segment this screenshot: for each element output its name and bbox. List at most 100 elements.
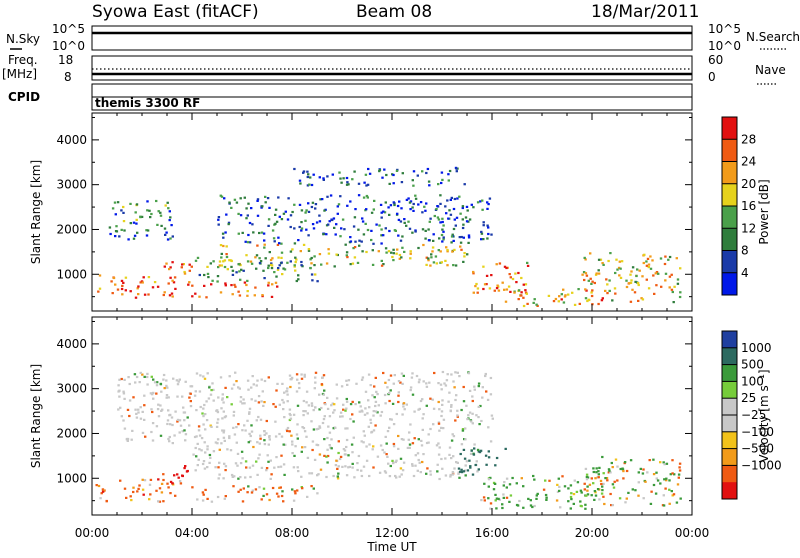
data-cell <box>211 382 214 385</box>
data-cell <box>368 474 371 478</box>
data-cell <box>98 274 102 277</box>
data-cell <box>118 395 121 398</box>
data-cell <box>227 221 231 224</box>
data-cell <box>226 448 229 451</box>
data-cell <box>307 248 311 251</box>
data-cell <box>636 268 639 271</box>
data-cell <box>599 258 603 261</box>
data-cell <box>483 499 486 502</box>
data-cell <box>461 428 465 431</box>
data-cell <box>128 414 131 418</box>
data-cell <box>280 251 284 254</box>
data-cell <box>276 382 279 385</box>
data-cell <box>137 408 140 411</box>
data-cell <box>494 493 497 496</box>
data-cell <box>446 373 449 376</box>
data-cell <box>535 303 538 306</box>
data-cell <box>584 297 588 300</box>
data-cell <box>324 403 327 406</box>
data-cell <box>150 408 153 411</box>
data-cell <box>442 238 445 241</box>
data-cell <box>439 221 442 224</box>
data-cell <box>275 456 278 459</box>
data-cell <box>315 443 318 446</box>
data-cell <box>599 479 603 482</box>
data-cell <box>427 239 431 242</box>
data-cell <box>166 386 169 389</box>
data-cell <box>533 504 536 508</box>
data-cell <box>425 385 429 388</box>
data-cell <box>403 408 406 411</box>
data-cell <box>472 291 475 294</box>
data-cell <box>323 454 326 457</box>
data-cell <box>171 482 174 485</box>
data-cell <box>458 195 461 198</box>
data-cell <box>146 383 149 386</box>
data-cell <box>339 195 342 198</box>
data-cell <box>395 169 399 172</box>
beam-title: Beam 08 <box>356 2 432 22</box>
data-cell <box>644 480 647 483</box>
colorbar-tick-label: −25 <box>741 408 766 422</box>
colorbar-tick-label: 500 <box>741 358 764 372</box>
data-cell <box>463 457 467 460</box>
data-cell <box>473 443 476 446</box>
data-cell <box>120 287 124 291</box>
data-cell <box>416 174 419 177</box>
data-cell <box>139 371 142 374</box>
data-cell <box>349 403 353 406</box>
data-cell <box>411 231 414 234</box>
data-cell <box>337 203 341 206</box>
data-cell <box>224 495 227 498</box>
data-cell <box>325 233 328 236</box>
data-cell <box>333 226 336 229</box>
data-cell <box>586 493 590 496</box>
data-cell <box>243 196 246 199</box>
data-cell <box>219 244 223 247</box>
data-cell <box>300 260 303 264</box>
data-cell <box>351 178 354 181</box>
data-cell <box>289 414 292 417</box>
data-cell <box>360 440 363 443</box>
data-cell <box>221 429 224 432</box>
data-cell <box>289 417 293 420</box>
data-cell <box>228 201 231 204</box>
data-cell <box>343 449 347 452</box>
data-cell <box>214 441 218 444</box>
data-cell <box>432 233 435 236</box>
data-cell <box>365 208 368 211</box>
data-cell <box>421 460 424 464</box>
data-cell <box>547 294 551 297</box>
data-cell <box>677 476 680 479</box>
data-cell <box>364 390 368 393</box>
data-cell <box>143 418 146 421</box>
data-cell <box>283 416 286 419</box>
data-cell <box>384 227 387 230</box>
data-cell <box>170 224 173 227</box>
data-cell <box>427 433 430 436</box>
data-cell <box>507 285 511 288</box>
data-cell <box>642 497 645 500</box>
nsky-tick-top: 10^5 <box>52 22 85 36</box>
data-cell <box>307 210 311 213</box>
data-cell <box>265 469 268 472</box>
data-cell <box>399 457 403 460</box>
data-cell <box>267 264 270 267</box>
data-cell <box>422 413 425 416</box>
data-cell <box>668 488 671 491</box>
data-cell <box>520 276 523 280</box>
data-cell <box>293 242 297 245</box>
data-cell <box>400 181 404 184</box>
data-cell <box>207 397 211 400</box>
data-cell <box>139 417 143 420</box>
data-cell <box>357 182 361 185</box>
data-cell <box>454 371 457 374</box>
data-cell <box>105 499 108 503</box>
data-cell <box>432 239 435 242</box>
data-cell <box>243 402 246 405</box>
data-cell <box>265 432 268 435</box>
data-cell <box>516 504 520 507</box>
data-cell <box>346 181 349 184</box>
data-cell <box>179 482 183 485</box>
